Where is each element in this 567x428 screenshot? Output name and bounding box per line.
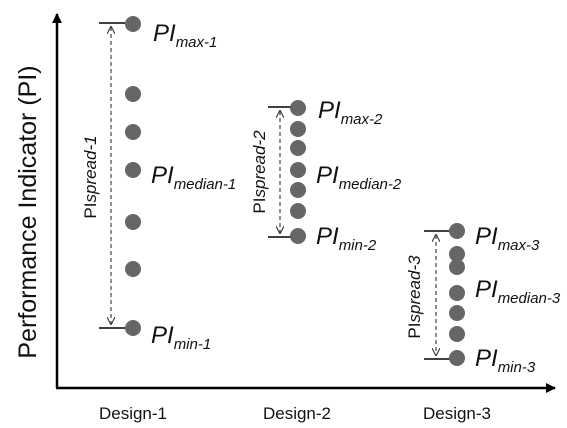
- design-3-point: [449, 223, 465, 239]
- design-2-min-label: PImin-2: [316, 223, 377, 254]
- design-1-max-label: PImax-1: [153, 20, 217, 51]
- design-3-point: [449, 350, 465, 366]
- design-2-point: [290, 121, 306, 137]
- x-label-design-3: Design-3: [423, 404, 491, 423]
- design-3-group: PIspread-3 PImax-3 PImedian-3 PImin-3: [405, 223, 561, 376]
- design-3-point: [449, 285, 465, 301]
- design-2-point: [290, 100, 306, 116]
- design-1-point: [125, 16, 141, 32]
- design-2-max-label: PImax-2: [318, 97, 383, 128]
- y-axis-label: Performance Indicator (PI): [14, 65, 42, 358]
- design-1-point: [125, 124, 141, 140]
- design-2-group: PIspread-2 PImax-2 PImedian-2 PImin-2: [250, 97, 402, 254]
- x-label-design-1: Design-1: [99, 404, 167, 423]
- design-2-spread-label: PIspread-2: [250, 130, 269, 214]
- design-1-group: PIspread-1 PImax-1 PImedian-1 PImin-1: [81, 16, 236, 353]
- design-1-point: [125, 214, 141, 230]
- design-2-point: [290, 203, 306, 219]
- design-2-point: [290, 140, 306, 156]
- design-3-point: [449, 246, 465, 262]
- design-1-spread-label: PIspread-1: [81, 135, 100, 218]
- design-1-median-label: PImedian-1: [151, 162, 236, 193]
- design-3-max-label: PImax-3: [475, 223, 540, 254]
- design-1-point: [125, 86, 141, 102]
- x-label-design-2: Design-2: [263, 404, 331, 423]
- design-3-min-label: PImin-3: [475, 345, 536, 376]
- design-3-point: [449, 305, 465, 321]
- design-2-point: [290, 228, 306, 244]
- design-1-min-label: PImin-1: [151, 322, 211, 353]
- design-3-point: [449, 326, 465, 342]
- design-3-point: [449, 259, 465, 275]
- design-1-point: [125, 320, 141, 336]
- design-1-point: [125, 162, 141, 178]
- design-2-point: [290, 182, 306, 198]
- design-1-point: [125, 261, 141, 277]
- design-3-spread-label: PIspread-3: [405, 255, 424, 339]
- design-3-median-label: PImedian-3: [475, 276, 561, 307]
- design-2-median-label: PImedian-2: [316, 162, 402, 193]
- design-2-point: [290, 162, 306, 178]
